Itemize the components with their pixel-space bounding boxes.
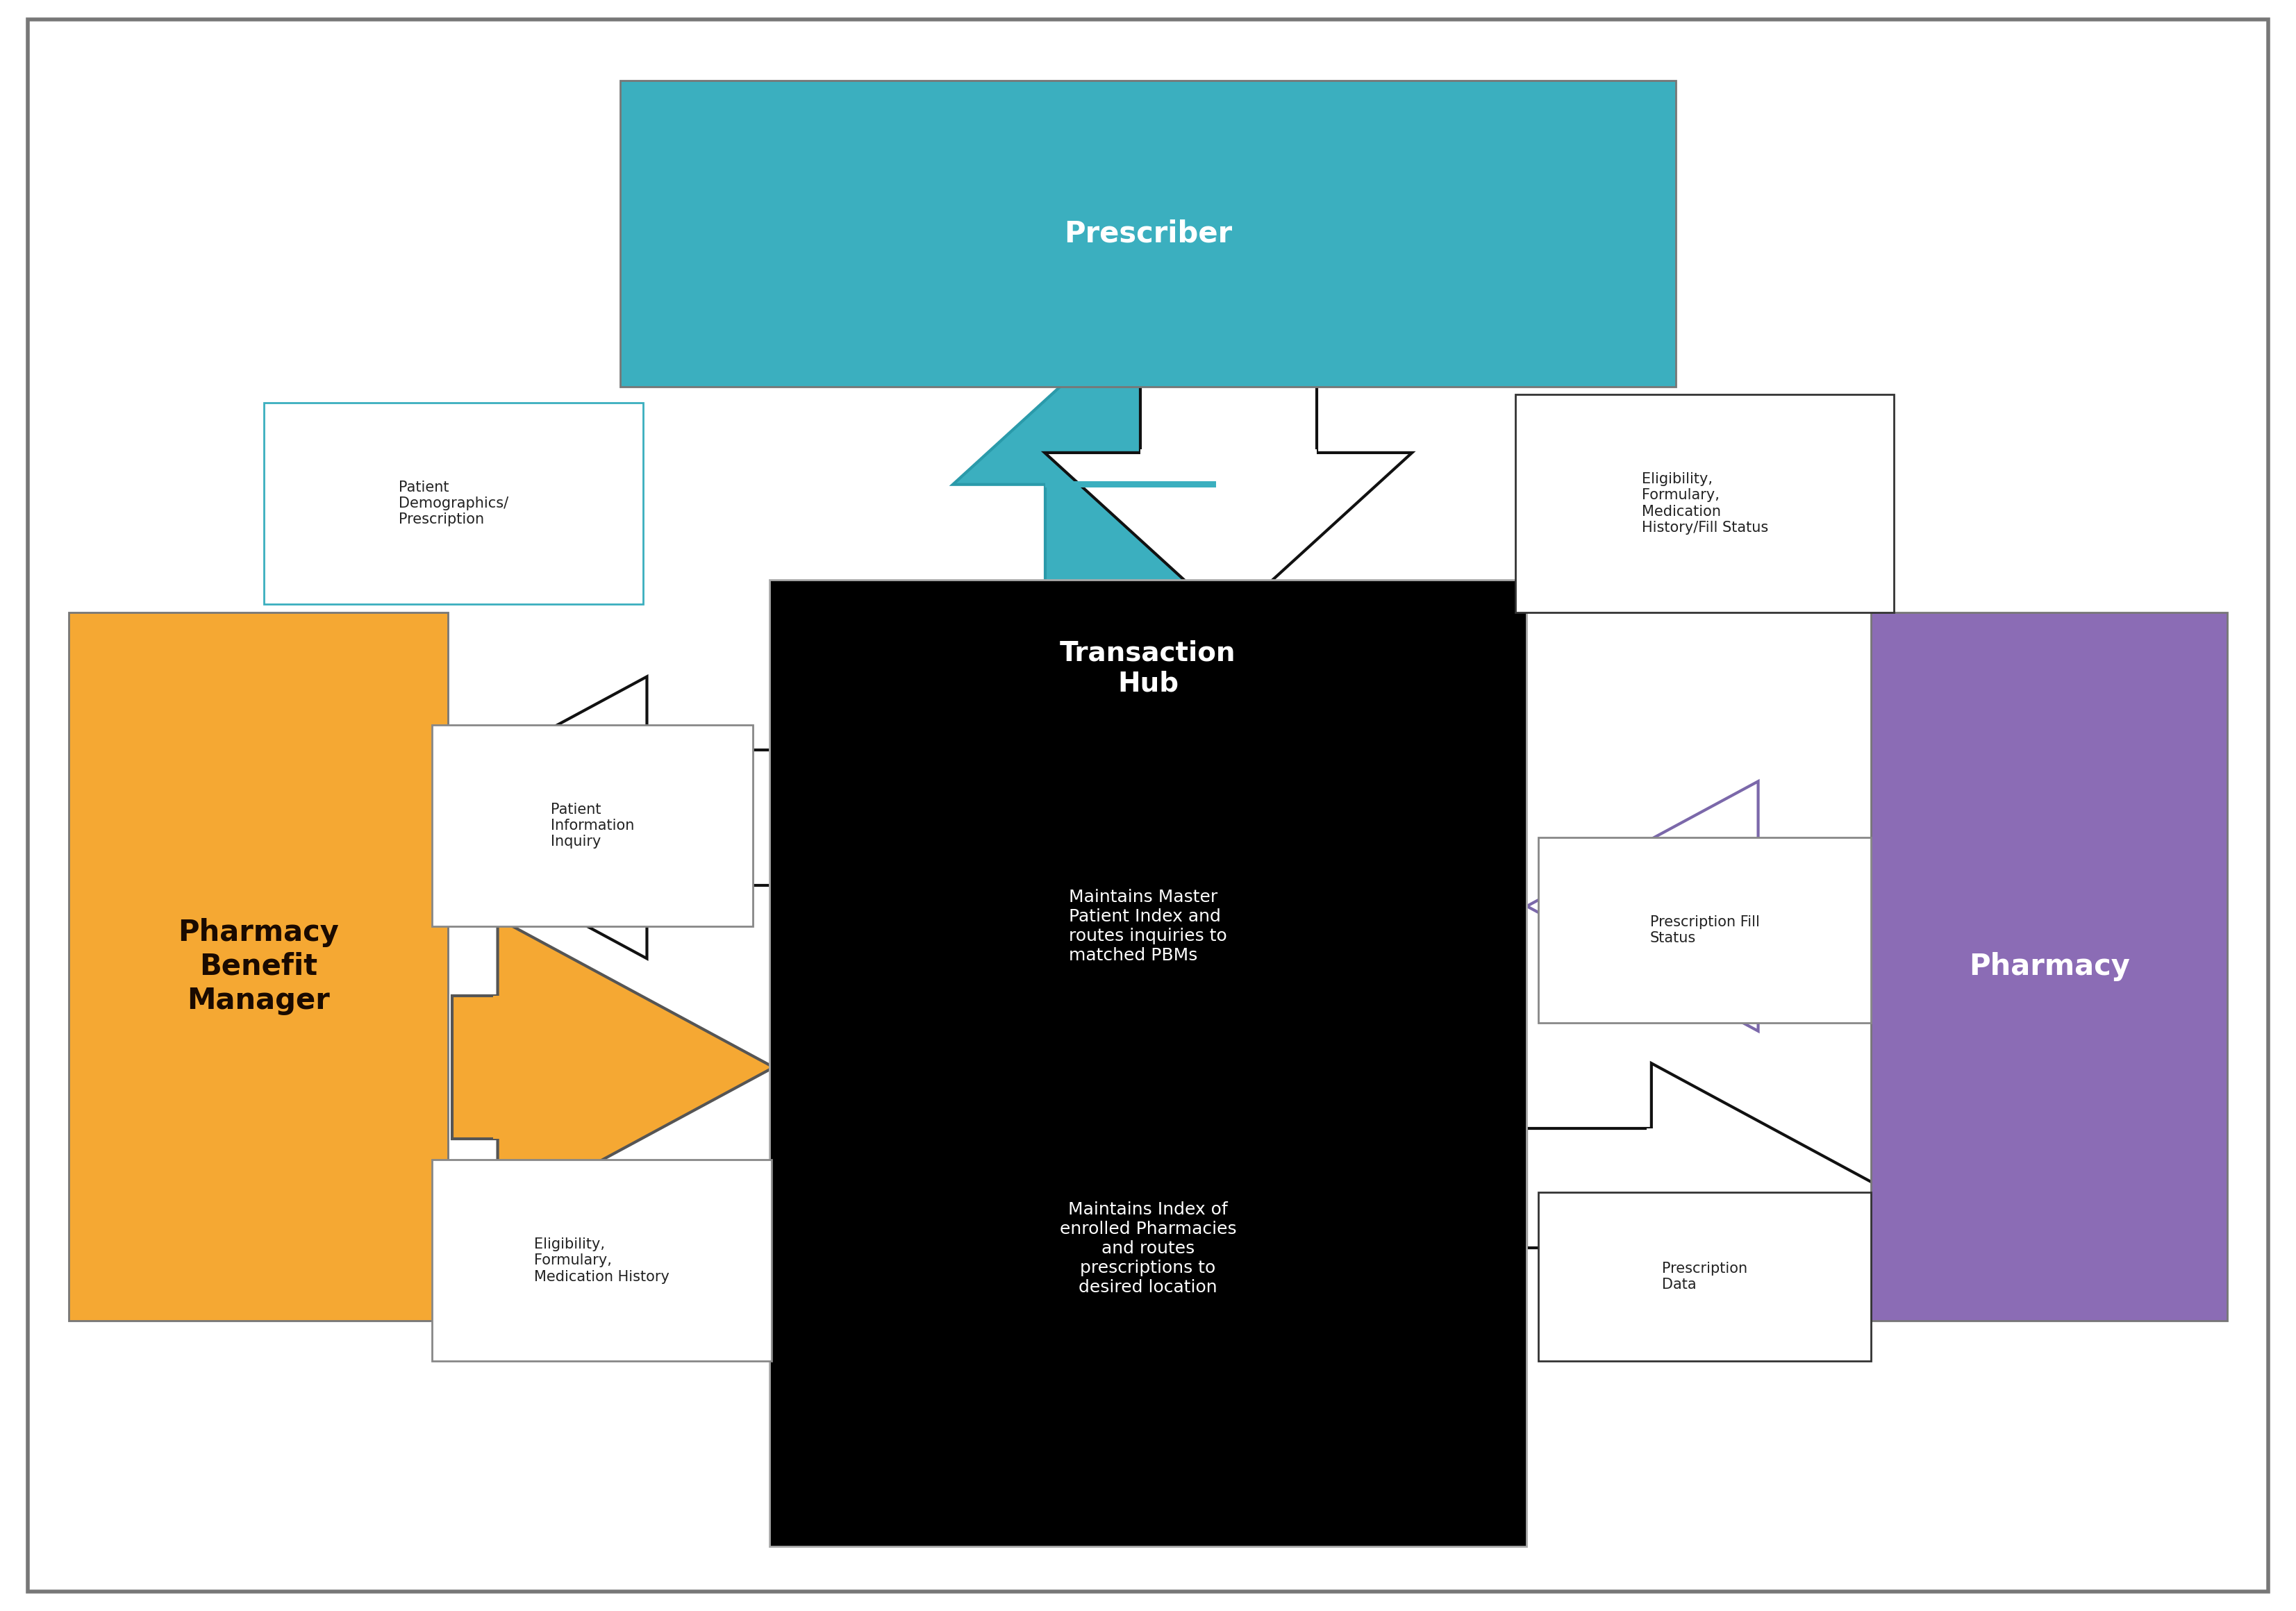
Bar (1045, 482, 1217, 488)
Bar (769, 580, 1527, 1547)
Polygon shape (386, 677, 647, 959)
Text: Prescriber: Prescriber (1063, 219, 1233, 248)
Bar (647, 751, 771, 886)
Polygon shape (1527, 781, 1759, 1031)
Bar (1538, 1192, 1871, 1361)
Bar (264, 403, 643, 604)
Bar (1141, 449, 1316, 456)
Text: Eligibility,
Formulary,
Medication
History/Fill Status: Eligibility, Formulary, Medication Histo… (1642, 472, 1768, 535)
Bar (494, 996, 503, 1139)
Bar (1141, 322, 1316, 453)
Text: Eligibility,
Formulary,
Medication History: Eligibility, Formulary, Medication Histo… (535, 1237, 668, 1284)
Bar (432, 1160, 771, 1361)
Text: Patient
Demographics/
Prescription: Patient Demographics/ Prescription (400, 480, 507, 527)
Bar (69, 612, 448, 1321)
Polygon shape (953, 322, 1309, 485)
Text: Patient
Information
Inquiry: Patient Information Inquiry (551, 802, 634, 849)
Bar (1871, 612, 2227, 1321)
Bar (1515, 395, 1894, 612)
Polygon shape (1651, 1063, 1883, 1313)
Text: Prescription
Data: Prescription Data (1662, 1261, 1747, 1292)
Bar (452, 996, 498, 1139)
Bar (1045, 485, 1217, 620)
Polygon shape (498, 918, 774, 1216)
Bar (1759, 846, 1883, 967)
Text: Maintains Master
Patient Index and
routes inquiries to
matched PBMs: Maintains Master Patient Index and route… (1070, 889, 1226, 963)
Bar (1646, 1128, 1655, 1249)
Bar (620, 81, 1676, 387)
Text: Transaction
Hub: Transaction Hub (1061, 640, 1235, 698)
Bar (1754, 846, 1763, 967)
Text: Pharmacy: Pharmacy (1968, 952, 2131, 981)
Text: Pharmacy
Benefit
Manager: Pharmacy Benefit Manager (177, 918, 340, 1015)
Bar (1527, 1128, 1651, 1249)
Bar (432, 725, 753, 926)
Polygon shape (1045, 453, 1412, 620)
Text: Maintains Index of
enrolled Pharmacies
and routes
prescriptions to
desired locat: Maintains Index of enrolled Pharmacies a… (1058, 1202, 1238, 1295)
Text: Prescription Fill
Status: Prescription Fill Status (1651, 915, 1759, 946)
Bar (1538, 838, 1871, 1023)
Bar (643, 751, 652, 886)
